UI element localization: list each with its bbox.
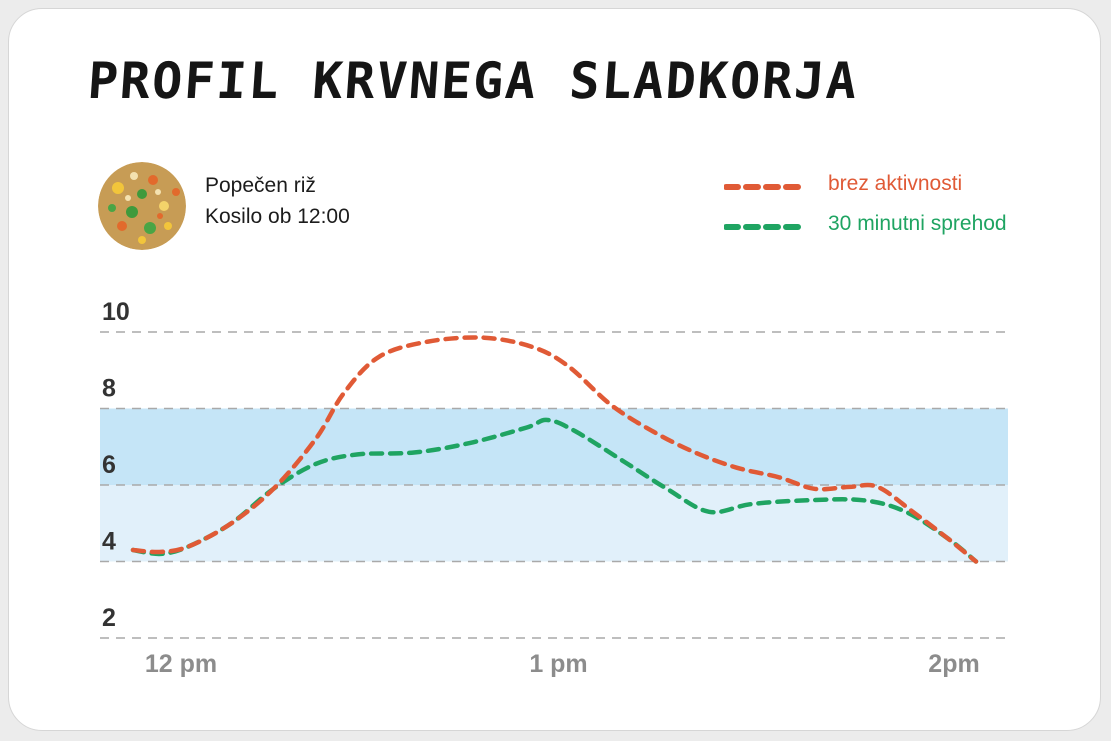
meal-name: Popečen riž	[205, 174, 316, 197]
fried-rice-photo	[98, 162, 186, 250]
x-tick-label: 2pm	[928, 650, 979, 678]
y-tick-label: 10	[102, 298, 130, 326]
chart-card	[8, 8, 1101, 731]
y-tick-label: 4	[102, 528, 116, 556]
x-tick-label: 12 pm	[145, 650, 217, 678]
x-tick-label: 1 pm	[529, 650, 587, 678]
legend-swatch-no-activity	[724, 184, 808, 190]
target-band-1	[100, 408, 1008, 485]
y-tick-label: 2	[102, 604, 116, 632]
y-tick-label: 6	[102, 451, 116, 479]
series-line-no-activity	[130, 335, 979, 564]
legend-swatch-walk	[724, 224, 808, 230]
legend-label-walk: 30 minutni sprehod	[828, 212, 1007, 235]
legend-label-no-activity: brez aktivnosti	[828, 172, 963, 195]
y-tick-label: 8	[102, 375, 116, 403]
target-band-0	[100, 485, 1008, 562]
meal-time: Kosilo ob 12:00	[205, 205, 350, 228]
